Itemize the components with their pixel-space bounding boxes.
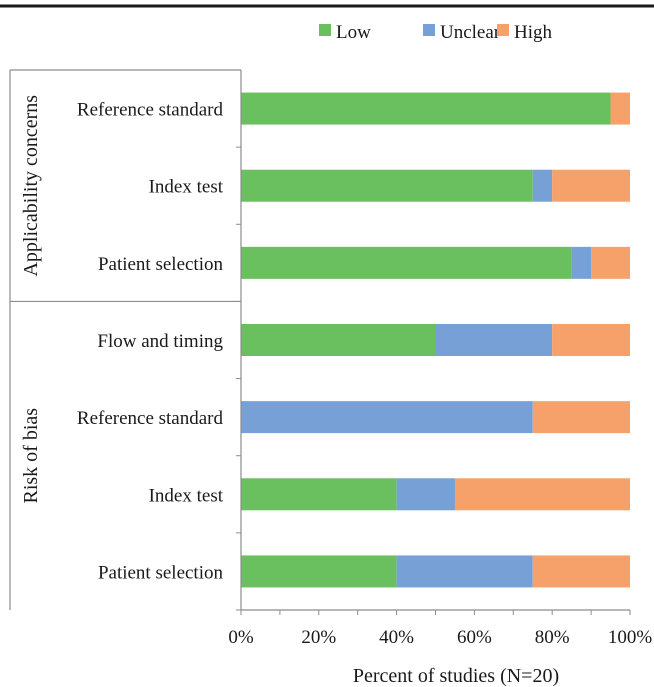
bars — [241, 92, 630, 588]
legend-label-unclear: Unclear — [440, 22, 501, 43]
bar-high-3 — [552, 324, 630, 356]
x-tick-label-2: 40% — [379, 627, 414, 648]
category-label-6: Patient selection — [98, 562, 224, 583]
bar-high-6 — [532, 555, 630, 588]
x-tick-label-1: 20% — [301, 627, 336, 648]
bar-unclear-1 — [532, 169, 553, 202]
bar-low-0 — [241, 92, 611, 125]
legend-label-low: Low — [336, 22, 371, 43]
bar-low-6 — [241, 555, 397, 588]
category-label-1: Index test — [149, 177, 224, 198]
category-label-3: Flow and timing — [97, 331, 223, 352]
bar-low-5 — [241, 478, 397, 511]
bar-low-3 — [241, 324, 436, 356]
bar-high-5 — [454, 478, 630, 511]
bar-low-1 — [241, 169, 533, 202]
bar-high-1 — [552, 169, 630, 202]
x-tick-label-5: 100% — [608, 627, 653, 648]
x-tick-label-4: 80% — [535, 627, 570, 648]
legend: Low Unclear High — [319, 22, 553, 43]
category-label-5: Index test — [149, 485, 224, 506]
group-label-applicability-concerns: Applicability concerns — [20, 95, 42, 277]
category-labels: Reference standard Index test Patient sele… — [77, 100, 224, 584]
category-label-0: Reference standard — [77, 100, 224, 121]
group-frame — [9, 69, 241, 610]
axes — [236, 69, 631, 615]
bar-unclear-2 — [571, 246, 592, 279]
legend-swatch-unclear — [423, 24, 435, 36]
bar-high-4 — [532, 401, 630, 434]
category-label-2: Patient selection — [98, 254, 224, 275]
legend-label-high: High — [514, 22, 553, 43]
group-label-risk-of-bias: Risk of bias — [20, 408, 42, 504]
x-tick-label-3: 60% — [457, 627, 492, 648]
bar-unclear-6 — [396, 555, 533, 588]
x-tick-labels: 0% 20% 40% 60% 80% 100% — [228, 627, 652, 648]
category-label-4: Reference standard — [77, 408, 224, 429]
bar-high-0 — [610, 92, 630, 125]
group-labels: Applicability concerns Risk of bias — [20, 95, 42, 504]
legend-swatch-high — [497, 24, 509, 36]
bar-low-2 — [241, 246, 572, 279]
x-axis-label: Percent of studies (N=20) — [353, 665, 559, 687]
bar-high-2 — [591, 246, 630, 279]
x-tick-label-0: 0% — [228, 627, 254, 648]
bar-unclear-5 — [396, 478, 455, 511]
bar-unclear-3 — [435, 324, 553, 356]
legend-swatch-low — [319, 24, 331, 36]
bar-unclear-4 — [241, 401, 533, 434]
